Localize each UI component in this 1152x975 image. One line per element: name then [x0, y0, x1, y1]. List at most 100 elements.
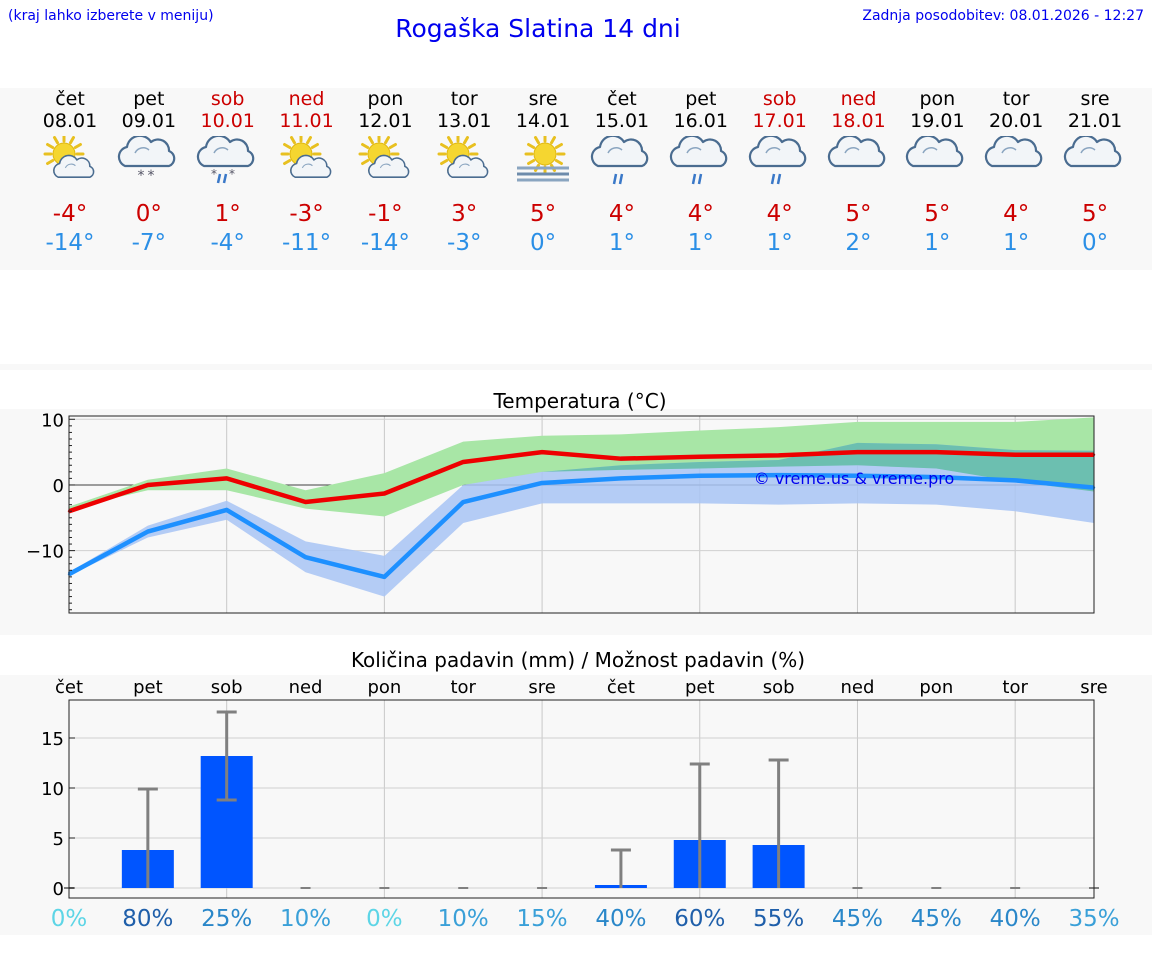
max-temp-point: [777, 454, 780, 457]
day-name: pon: [919, 88, 956, 110]
day-name: ned: [288, 88, 325, 110]
weather-icon: [1055, 134, 1135, 190]
max-temp-line: [68, 449, 1094, 514]
day-name: čet: [607, 88, 637, 110]
max-temp-point: [540, 450, 544, 454]
precip-probability: 10%: [438, 906, 489, 932]
weather-icon: [30, 133, 110, 190]
temp-min: -3°: [447, 230, 482, 256]
weather-icon: [740, 134, 820, 190]
max-temp-point: [462, 460, 465, 464]
day-column: pet 16.01 4° 1°: [661, 88, 741, 258]
precip-probability: 0%: [366, 906, 403, 932]
precip-probability: 45%: [911, 906, 962, 932]
temp-max: -4°: [52, 201, 88, 227]
category-label: sre: [528, 677, 555, 698]
day-column: ned 18.01 5° 2°: [819, 88, 899, 258]
day-date: 20.01: [988, 110, 1044, 132]
category-label: sob: [211, 677, 243, 698]
weather-icon: [267, 133, 347, 190]
min-temp-point: [619, 477, 623, 480]
temp-min: -11°: [282, 230, 332, 256]
sun-cloud-icon: [437, 133, 489, 178]
cloud-sleet-icon: * *: [196, 134, 254, 184]
precip-probability: 25%: [201, 906, 252, 932]
day-date: 18.01: [831, 110, 886, 132]
day-name: pet: [133, 88, 165, 110]
temp-max: 4°: [1003, 201, 1030, 227]
day-name: tor: [450, 88, 478, 110]
weather-icon: [819, 134, 899, 190]
sun-cloud-icon: [43, 133, 95, 178]
category-label: čet: [55, 677, 83, 698]
day-name: sre: [1080, 88, 1110, 110]
day-date: 16.01: [673, 110, 728, 132]
day-date: 17.01: [752, 110, 807, 132]
category-label: pon: [367, 677, 401, 698]
category-label: ned: [289, 677, 323, 698]
y-tick-label: −10: [26, 542, 64, 563]
day-column: tor 13.01 3° -3°: [424, 88, 504, 258]
category-label: tor: [1002, 677, 1028, 698]
min-temp-point: [225, 508, 228, 512]
precip-plot-frame: [68, 699, 1095, 899]
min-temp-point: [462, 500, 465, 504]
temp-min: 0°: [1081, 230, 1109, 256]
category-label: sob: [763, 677, 795, 698]
temp-max: 4°: [766, 201, 793, 227]
temp-plot-frame: [68, 415, 1095, 614]
day-date: 15.01: [594, 110, 650, 132]
day-column: sre 21.01 5° 0°: [1055, 88, 1135, 258]
temp-max: 3°: [451, 201, 478, 227]
cloud-icon: [827, 134, 885, 168]
y-tick-label: 10: [41, 779, 64, 800]
temp-max: 5°: [1081, 201, 1109, 227]
day-column: tor 20.01 4° 1°: [976, 88, 1056, 258]
sun-shape: [524, 133, 566, 175]
day-date: 13.01: [437, 110, 492, 132]
category-label: sre: [1080, 677, 1107, 698]
day-name: čet: [55, 88, 85, 110]
temp-min: 1°: [687, 230, 714, 256]
precip-probability: 10%: [280, 906, 331, 932]
weather-icon: * *: [188, 134, 268, 190]
category-label: pet: [133, 677, 163, 698]
cloud-shape: [669, 134, 728, 168]
sun-fog-icon: [517, 133, 570, 182]
day-date: 11.01: [279, 110, 334, 132]
temp-min: -14°: [360, 230, 410, 256]
day-name: pet: [685, 88, 717, 110]
temp-min: -14°: [45, 230, 95, 256]
max-temp-point: [304, 500, 307, 504]
day-column: čet 08.01 -4° -14°: [30, 88, 110, 258]
weather-icon: [582, 134, 662, 190]
temp-max: 1°: [214, 201, 241, 227]
temperature-chart: Temperatura (°C) © vreme.us & vreme.pro 10…: [26, 389, 1096, 614]
day-date: 10.01: [200, 110, 255, 132]
cloud-rain-icon: [590, 134, 649, 185]
forecast-band: [0, 88, 1152, 270]
y-tick-label: 0: [53, 476, 64, 497]
precip-probability: 15%: [517, 906, 568, 932]
day-date: 08.01: [42, 110, 98, 132]
precip-probability: 0%: [51, 906, 88, 932]
y-tick-label: 10: [41, 410, 64, 431]
sun-cloud-icon: [280, 133, 331, 178]
cloud-rain-icon: [669, 134, 728, 185]
category-label: ned: [841, 677, 875, 698]
svg-text:*: *: [147, 168, 154, 184]
cloud-shape: [289, 154, 331, 178]
watermark: © vreme.us & vreme.pro: [754, 469, 955, 488]
day-date: 21.01: [1067, 110, 1123, 132]
y-tick-label: 0: [53, 879, 64, 900]
precip-probability: 80%: [122, 906, 173, 932]
weather-icon: * *: [109, 134, 189, 190]
temp-min: 1°: [608, 230, 635, 256]
day-date: 12.01: [358, 110, 413, 132]
precip-chart-title: Količina padavin (mm) / Možnost padavin …: [351, 648, 805, 672]
temp-min: 1°: [1003, 230, 1030, 256]
precip-probability: 40%: [595, 906, 646, 932]
cloud-shape: [447, 154, 489, 178]
temp-max: 4°: [687, 201, 714, 227]
category-label: pet: [685, 677, 715, 698]
